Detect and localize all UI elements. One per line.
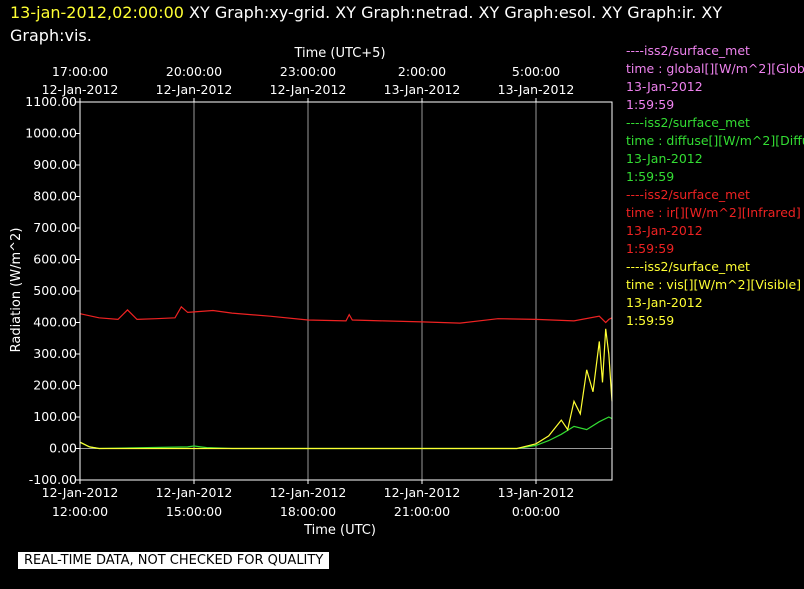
x-tick-label-top-date: 12-Jan-2012 — [270, 82, 347, 97]
y-tick-label: 1000.00 — [25, 126, 77, 141]
legend-date: 13-Jan-2012 — [626, 295, 703, 310]
x-tick-label-bottom-time: 21:00:00 — [394, 504, 450, 519]
y-tick-label: 800.00 — [33, 189, 77, 204]
x-tick-label-top-time: 23:00:00 — [280, 64, 336, 79]
legend-field: time : diffuse[][W/m^2][Diffuse] — [626, 133, 804, 148]
legend-date: 13-Jan-2012 — [626, 151, 703, 166]
x-tick-label-top-date: 12-Jan-2012 — [42, 82, 119, 97]
legend-source: ----iss2/surface_met — [626, 187, 750, 202]
x-tick-label-top-time: 5:00:00 — [512, 64, 560, 79]
y-tick-label: 300.00 — [33, 346, 77, 361]
x-tick-label-bottom-date: 12-Jan-2012 — [156, 485, 233, 500]
quality-disclaimer: REAL-TIME DATA, NOT CHECKED FOR QUALITY — [18, 552, 330, 569]
legend-time: 1:59:59 — [626, 313, 675, 328]
legend-source: ----iss2/surface_met — [626, 115, 750, 130]
y-tick-label: 200.00 — [33, 378, 77, 393]
legend-time: 1:59:59 — [626, 169, 675, 184]
legend-source: ----iss2/surface_met — [626, 259, 750, 274]
x-tick-label-top-date: 13-Jan-2012 — [384, 82, 461, 97]
y-axis-label: Radiation (W/m^2) — [9, 228, 24, 353]
x-tick-label-bottom-date: 13-Jan-2012 — [498, 485, 575, 500]
y-tick-label: 400.00 — [33, 315, 77, 330]
x-tick-label-bottom-date: 12-Jan-2012 — [270, 485, 347, 500]
legend-source: ----iss2/surface_met — [626, 43, 750, 58]
legend-time: 1:59:59 — [626, 97, 675, 112]
x-tick-label-bottom-time: 18:00:00 — [280, 504, 336, 519]
y-tick-label: 700.00 — [33, 220, 77, 235]
graph-title-line-1: 13-jan-2012,02:00:00 XY Graph:xy-grid. X… — [10, 3, 722, 22]
x-tick-label-bottom-date: 12-Jan-2012 — [42, 485, 119, 500]
graph-title-line-2: Graph:vis. — [10, 26, 92, 45]
plot-frame — [79, 101, 613, 481]
legend-field: time : vis[][W/m^2][Visible] — [626, 277, 802, 292]
legend-time: 1:59:59 — [626, 241, 675, 256]
y-tick-label: 900.00 — [33, 157, 77, 172]
series-line-infrared — [79, 305, 613, 324]
y-tick-label: -100.00 — [29, 472, 77, 487]
x-tick-label-top-date: 13-Jan-2012 — [498, 82, 575, 97]
y-tick-label: 100.00 — [33, 409, 77, 424]
x-tick-label-bottom-time: 12:00:00 — [52, 504, 108, 519]
series-line-diffuse — [79, 416, 613, 450]
legend-field: time : ir[][W/m^2][Infrared] — [626, 205, 801, 220]
x-tick-label-top-time: 17:00:00 — [52, 64, 108, 79]
legend-date: 13-Jan-2012 — [626, 223, 703, 238]
y-tick-label: 500.00 — [33, 283, 77, 298]
x-tick-label-bottom-time: 15:00:00 — [166, 504, 222, 519]
x-axis-label-bottom: Time (UTC) — [303, 523, 376, 538]
y-tick-label: 600.00 — [33, 252, 77, 267]
graph-timestamp: 13-jan-2012,02:00:00 — [10, 3, 184, 22]
x-tick-label-top-time: 2:00:00 — [398, 64, 446, 79]
series-line-visible — [79, 328, 613, 450]
axis-layer: -100.00 0.00 100.00 200.00 300.00 400.00 500.0… — [25, 64, 613, 519]
x-tick-label-bottom-time: 0:00:00 — [512, 504, 560, 519]
x-tick-label-top-date: 12-Jan-2012 — [156, 82, 233, 97]
x-tick-label-top-time: 20:00:00 — [166, 64, 222, 79]
legend-date: 13-Jan-2012 — [626, 79, 703, 94]
legend-field: time : global[][W/m^2][Global] — [626, 61, 804, 76]
x-axis-label-top: Time (UTC+5) — [293, 46, 385, 61]
graph-title-text: XY Graph:xy-grid. XY Graph:netrad. XY Gr… — [183, 3, 723, 22]
y-tick-label: 1100.00 — [25, 94, 77, 109]
y-tick-label: 0.00 — [49, 441, 77, 456]
x-tick-label-bottom-date: 12-Jan-2012 — [384, 485, 461, 500]
series-layer — [79, 305, 613, 450]
grid-layer — [80, 102, 612, 480]
